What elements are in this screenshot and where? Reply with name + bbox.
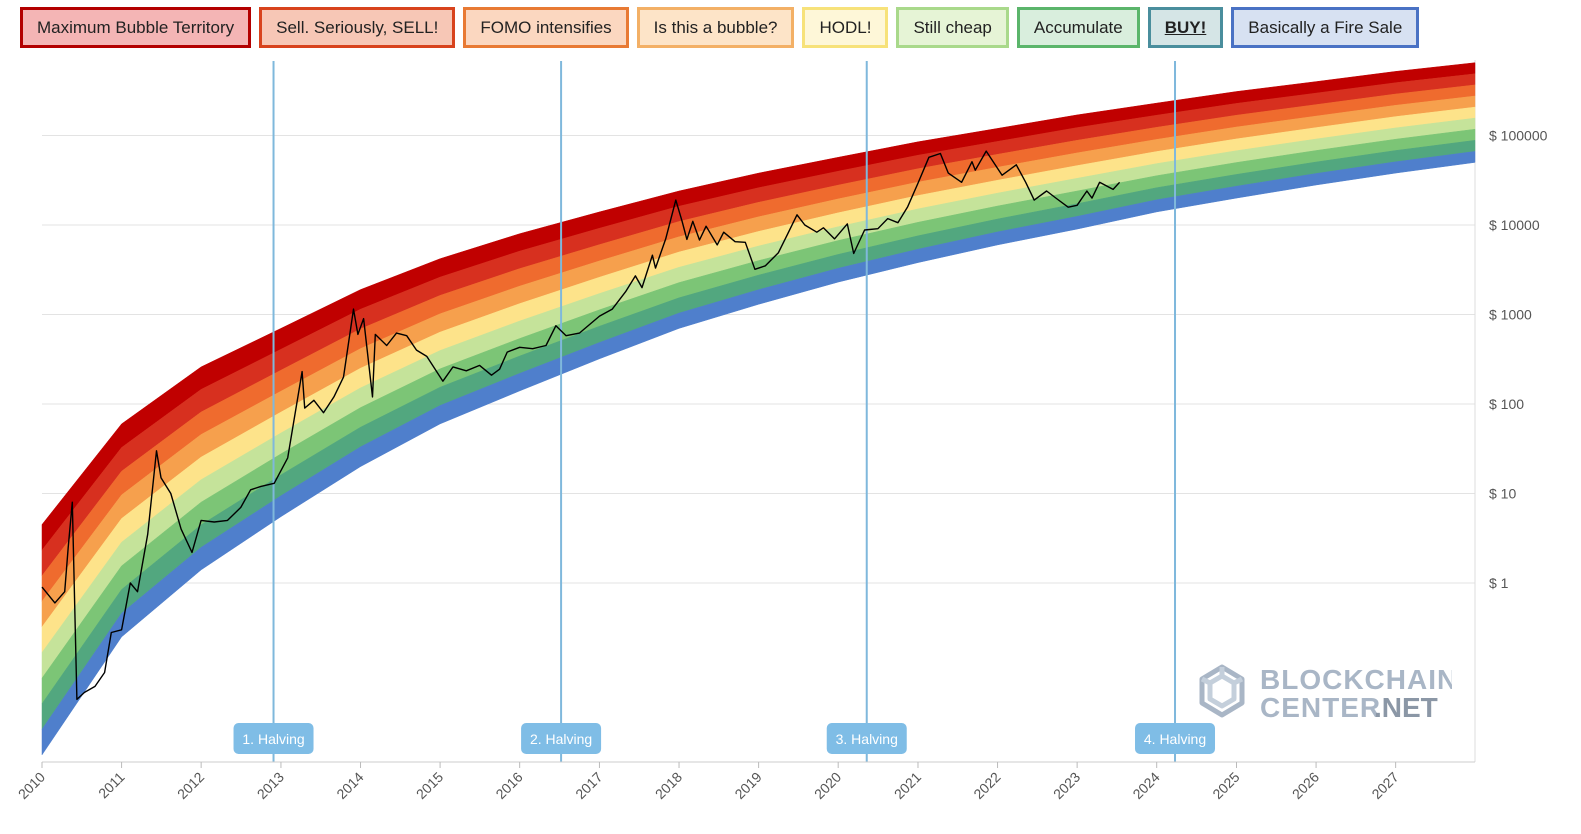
x-tick-label-0: 2010 [15, 769, 48, 802]
halving-label-2: 3. Halving [836, 731, 898, 747]
x-tick-label-10: 2020 [811, 769, 844, 802]
halving-layer: 1. Halving 2. Halving 3. Halving 4. Halving [233, 61, 1216, 762]
y-tick-label-2: $ 100 [1489, 396, 1524, 412]
y-tick-label-5: $ 100000 [1489, 128, 1548, 144]
x-tick-label-16: 2026 [1289, 769, 1322, 802]
logo-brand: BLOCKCHAIN [1260, 664, 1452, 695]
legend-button-5[interactable]: Still cheap [896, 7, 1009, 48]
logo-brand-2: CENTER [1260, 692, 1381, 723]
halving-label-1: 2. Halving [530, 731, 592, 747]
x-tick-label-14: 2024 [1129, 769, 1162, 802]
x-tick-label-5: 2015 [413, 769, 446, 802]
halving-label-3: 4. Halving [1144, 731, 1206, 747]
blockchaincenter-logo: BLOCKCHAIN CENTER .NET [1199, 664, 1452, 723]
rainbow-band-8 [41, 151, 1476, 756]
halving-label-0: 1. Halving [242, 731, 304, 747]
logo-cube-icon [1199, 664, 1245, 718]
legend-button-7[interactable]: BUY! [1147, 7, 1224, 48]
x-tick-label-7: 2017 [572, 769, 605, 802]
legend-button-6[interactable]: Accumulate [1016, 7, 1140, 48]
x-tick-label-9: 2019 [731, 769, 764, 802]
price-layer [41, 150, 1121, 701]
x-tick-label-17: 2027 [1368, 769, 1401, 802]
halving-badge-0 [233, 723, 314, 754]
legend-button-4[interactable]: HODL! [802, 7, 889, 48]
x-tick-label-15: 2025 [1209, 769, 1242, 802]
x-tick-label-11: 2021 [891, 769, 924, 802]
y-tick-label-3: $ 1000 [1489, 307, 1532, 323]
x-tick-label-8: 2018 [652, 769, 685, 802]
halving-badge-1 [521, 723, 602, 754]
legend-button-2[interactable]: FOMO intensifies [463, 7, 629, 48]
y-tick-label-1: $ 10 [1489, 486, 1516, 502]
rainbow-bands [41, 62, 1476, 756]
halving-badge-3 [1135, 723, 1216, 754]
x-tick-label-6: 2016 [492, 769, 525, 802]
x-tick-label-3: 2013 [254, 769, 287, 802]
band-legend: Maximum Bubble Territory Sell. Seriously,… [20, 7, 1420, 48]
legend-button-3[interactable]: Is this a bubble? [636, 7, 795, 48]
btc-price-line [41, 150, 1121, 701]
x-tick-label-13: 2023 [1050, 769, 1083, 802]
halving-badge-2 [826, 723, 907, 754]
legend-button-0[interactable]: Maximum Bubble Territory [20, 7, 252, 48]
x-tick-label-12: 2022 [970, 769, 1003, 802]
x-tick-label-2: 2012 [174, 769, 207, 802]
legend-button-8[interactable]: Basically a Fire Sale [1231, 7, 1420, 48]
x-tick-label-1: 2011 [95, 769, 128, 802]
x-tick-label-4: 2014 [333, 769, 366, 802]
legend-button-1[interactable]: Sell. Seriously, SELL! [259, 7, 456, 48]
logo-tld: .NET [1374, 692, 1438, 723]
y-tick-label-0: $ 1 [1489, 575, 1509, 591]
y-tick-label-4: $ 10000 [1489, 217, 1540, 233]
